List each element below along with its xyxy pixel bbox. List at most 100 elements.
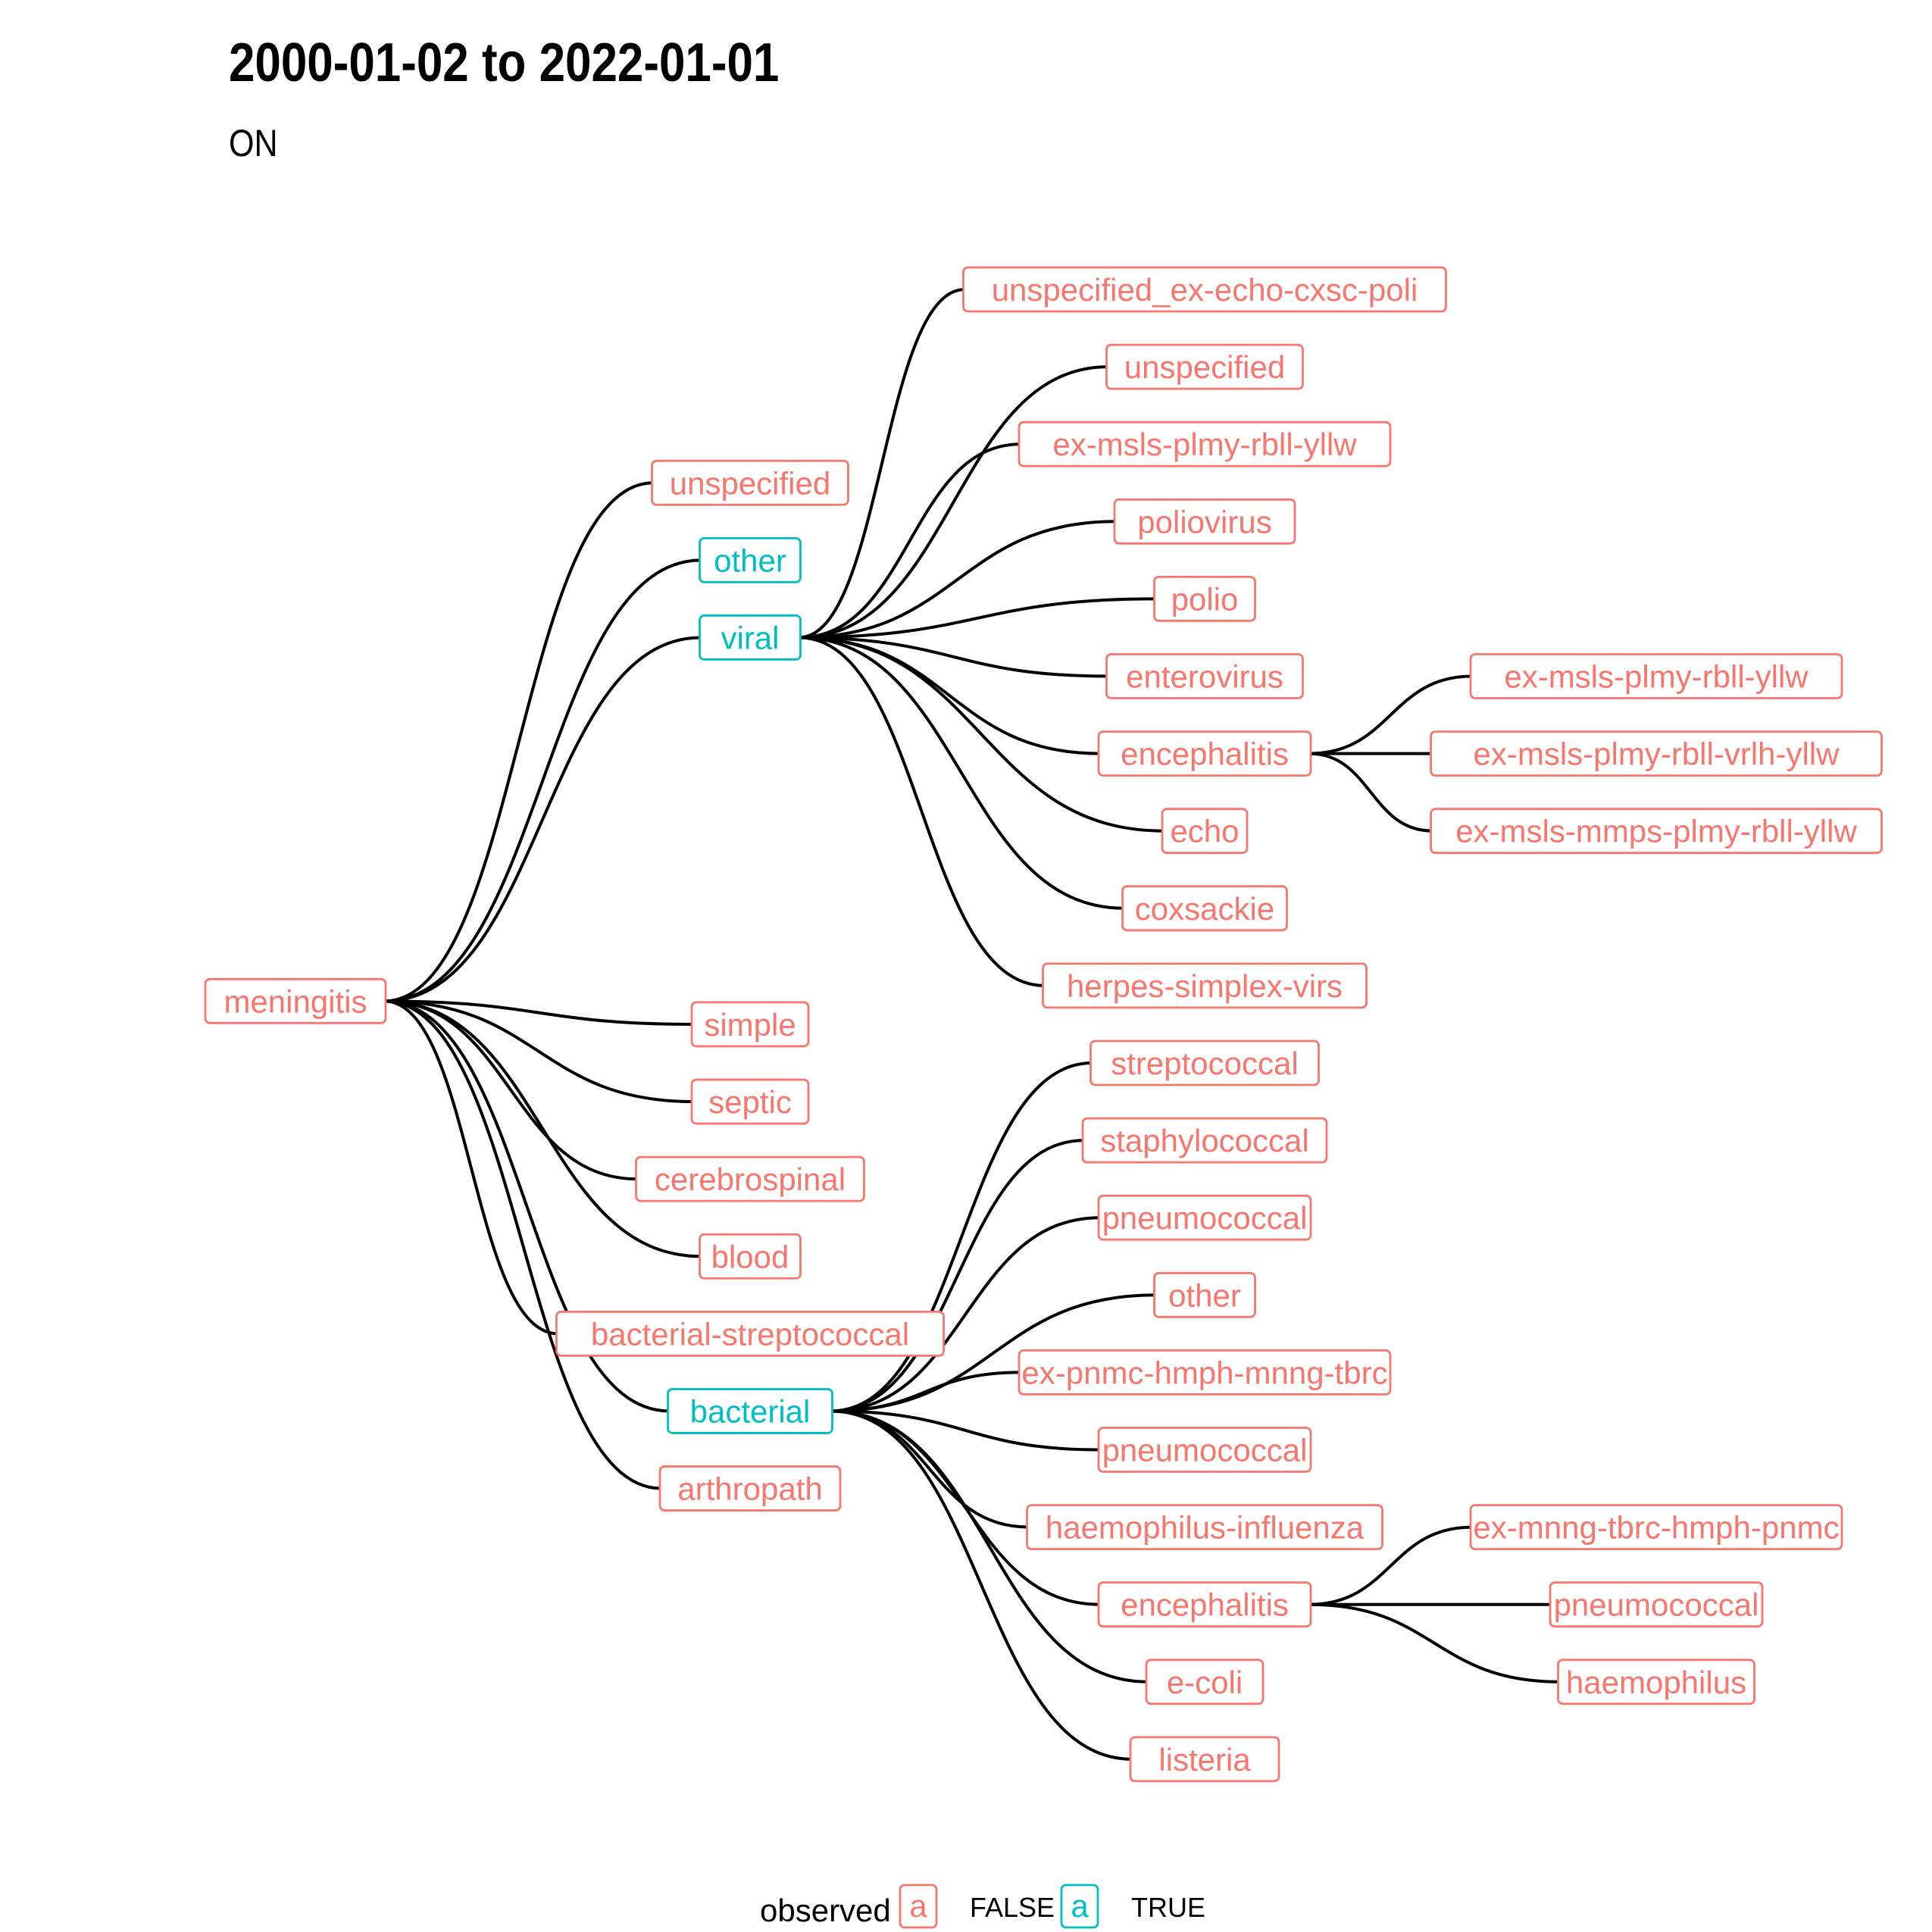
chart-title: 2000-01-02 to 2022-01-01 (229, 33, 780, 93)
node-bacterial: bacterial (667, 1388, 833, 1434)
legend-key-glyph: a (1071, 1888, 1089, 1924)
legend-item-false: a FALSE (899, 1884, 1055, 1929)
node-box (1121, 885, 1288, 932)
node-septic: septic (690, 1078, 810, 1125)
node-label: ex-pnmc-hmph-mnng-tbrc (1021, 1355, 1387, 1390)
edge-viral-to-ex-msls-plmy-rbll-yllw (799, 442, 1021, 639)
edge-meningitis-to-unspecified (383, 481, 654, 1003)
node-label: streptococcal (1111, 1046, 1298, 1081)
node-unspecified: unspecified (1105, 343, 1304, 390)
node-label: pneumococcal (1102, 1200, 1308, 1236)
edge-viral-to-polio (799, 597, 1156, 639)
legend-key-glyph: a (909, 1888, 927, 1924)
node-label: staphylococcal (1100, 1123, 1308, 1158)
node-label: bacterial (690, 1393, 811, 1429)
node-label: haemophilus (1566, 1665, 1746, 1700)
node-label: ex-msls-plmy-rbll-yllw (1052, 427, 1357, 462)
node-box (1153, 1271, 1256, 1318)
node-streptococcal: streptococcal (1089, 1039, 1320, 1086)
node-box (658, 1465, 842, 1512)
node-box (1018, 420, 1392, 467)
node-label: enterovirus (1126, 659, 1283, 695)
node-label: viral (721, 620, 779, 655)
node-label: unspecified (670, 465, 830, 501)
node-box (1161, 808, 1249, 855)
node-box (962, 266, 1447, 313)
node-box (1042, 962, 1368, 1009)
node-box (1105, 343, 1304, 390)
node-ex-pnmc-hmph-mnng-tbrc: ex-pnmc-hmph-mnng-tbrc (1018, 1349, 1392, 1396)
node-box (635, 1155, 865, 1202)
node-label: meningitis (224, 983, 367, 1019)
node-echo: echo (1161, 808, 1249, 855)
node-label: septic (708, 1084, 792, 1120)
node-unspecified-ex-echo-cxsc-poli: unspecified_ex-echo-cxsc-poli (962, 266, 1447, 313)
edge-bacterial-to-streptococcal (830, 1061, 1093, 1413)
node-pneumococcal: pneumococcal (1549, 1581, 1764, 1628)
node-box (699, 614, 802, 661)
edge-meningitis-to-other (383, 558, 702, 1003)
legend-label: FALSE (970, 1892, 1055, 1923)
edge-viral-to-herpes-simplex-virs (799, 636, 1045, 987)
node-box (1097, 1194, 1312, 1241)
edge-encephalitis-to-ex-mnng-tbrc-hmph-pnmc (1308, 1525, 1473, 1606)
legend-title: observed (760, 1893, 891, 1928)
node-label: echo (1170, 814, 1239, 849)
node-box (690, 1078, 810, 1125)
node-box (1089, 1039, 1320, 1086)
edge-viral-to-coxsackie (799, 636, 1124, 910)
node-meningitis: meningitis (204, 977, 387, 1024)
node-arthropath: arthropath (658, 1465, 842, 1512)
tree-edges (383, 288, 1560, 1761)
node-viral: viral (699, 614, 802, 661)
edge-encephalitis-to-haemophilus (1308, 1602, 1560, 1683)
node-box (1018, 1349, 1392, 1396)
node-box (1026, 1504, 1383, 1550)
node-box (1469, 1504, 1843, 1550)
node-label: pneumococcal (1554, 1587, 1759, 1623)
node-other: other (1153, 1271, 1256, 1318)
legend-label: TRUE (1131, 1892, 1205, 1923)
node-label: ex-msls-mmps-plmy-rbll-yllw (1455, 814, 1857, 849)
node-unspecified: unspecified (651, 459, 849, 506)
node-enterovirus: enterovirus (1105, 653, 1304, 699)
node-pneumococcal: pneumococcal (1097, 1194, 1312, 1241)
node-label: ex-msls-plmy-rbll-yllw (1504, 659, 1809, 695)
legend-key (899, 1884, 938, 1929)
tree-nodes: unspecified other unspecified_ex-echo-cxsc… (204, 266, 1883, 1783)
node-listeria: listeria (1129, 1736, 1280, 1783)
node-other: other (699, 536, 802, 583)
edge-encephalitis-to-ex-msls-plmy-rbll-yllw (1308, 674, 1473, 755)
node-staphylococcal: staphylococcal (1081, 1117, 1328, 1164)
node-polio: polio (1153, 576, 1256, 622)
node-box (1549, 1581, 1764, 1628)
node-haemophilus-influenza: haemophilus-influenza (1026, 1504, 1383, 1550)
node-label: encephalitis (1121, 1587, 1289, 1623)
node-box (1113, 498, 1296, 545)
node-box (1097, 1581, 1312, 1628)
node-box (699, 1233, 802, 1280)
edge-bacterial-to-listeria (830, 1409, 1133, 1761)
node-label: ex-mnng-tbrc-hmph-pnmc (1473, 1510, 1839, 1546)
node-box (1153, 576, 1256, 622)
node-cerebrospinal: cerebrospinal (635, 1155, 865, 1202)
edge-viral-to-echo (799, 636, 1165, 833)
node-box (555, 1310, 945, 1357)
edge-bacterial-to-pneumococcal (830, 1216, 1101, 1413)
edge-meningitis-to-arthropath (383, 999, 662, 1490)
edge-meningitis-to-blood (383, 999, 702, 1258)
node-label: unspecified_ex-echo-cxsc-poli (992, 272, 1418, 308)
node-box (1430, 808, 1883, 855)
node-label: cerebrospinal (655, 1161, 846, 1197)
node-box (204, 977, 387, 1024)
node-ex-msls-plmy-rbll-yllw: ex-msls-plmy-rbll-yllw (1018, 420, 1392, 467)
node-label: coxsackie (1135, 891, 1274, 927)
edge-meningitis-to-septic (383, 999, 694, 1104)
legend-item-true: a TRUE (1060, 1884, 1205, 1929)
node-label: e-coli (1167, 1665, 1243, 1700)
legend-key (1060, 1884, 1099, 1929)
node-haemophilus: haemophilus (1557, 1658, 1755, 1705)
legend: observed a FALSE a TRUE (760, 1884, 1205, 1929)
node-box (699, 536, 802, 583)
